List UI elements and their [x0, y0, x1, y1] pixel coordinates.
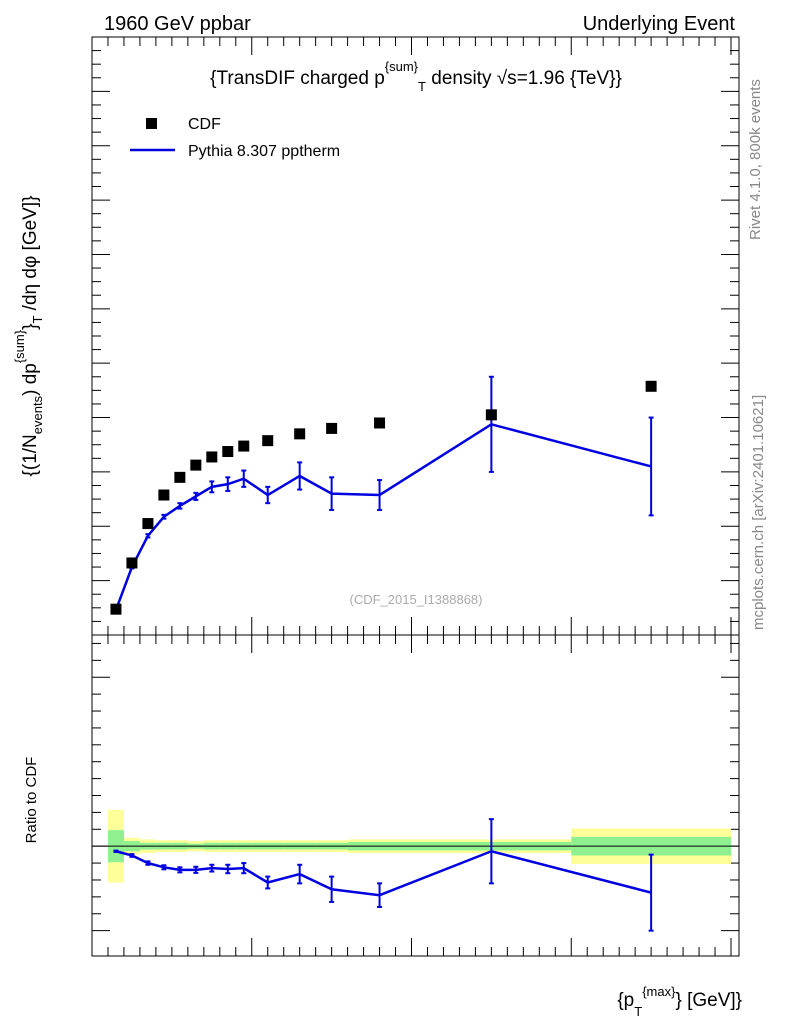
pythia-line [114, 422, 652, 611]
ratio-panel [91, 635, 739, 956]
legend-cdf-label: CDF [188, 116, 221, 133]
rivet-label: Rivet 4.1.0, 800k events [747, 79, 764, 240]
cdf-data-point [174, 471, 186, 483]
cdf-data-point [110, 603, 122, 615]
cdf-data-point [238, 440, 250, 452]
ratio-y-axis-label: Ratio to CDF [23, 757, 40, 844]
mcplots-label: mcplots.cern.ch [arXiv:2401.10621] [750, 395, 767, 630]
ratio-panel-frame [91, 634, 740, 957]
cdf-data-point [142, 518, 154, 530]
cdf-data-point [190, 459, 202, 471]
chart-title: {TransDIF charged p{sum}T density √s=1.9… [210, 59, 622, 94]
legend-pythia-label: Pythia 8.307 pptherm [188, 143, 340, 160]
x-axis-label: {pT{max}} [GeV]} [617, 984, 742, 1019]
cdf-data-point [326, 422, 338, 434]
header-right: Underlying Event [583, 13, 736, 35]
legend-cdf-marker [146, 118, 157, 129]
header-left: 1960 GeV ppbar [104, 13, 251, 35]
cdf-data-point [645, 380, 657, 392]
main-panel [91, 36, 739, 636]
cdf-data-point [374, 417, 386, 429]
cdf-data-point [294, 428, 306, 440]
cdf-data-point [158, 489, 170, 501]
cdf-data-point [126, 557, 138, 569]
cdf-data-point [222, 446, 234, 458]
cdf-data-point [485, 409, 497, 421]
analysis-watermark: (CDF_2015_I1388868) [350, 592, 483, 607]
cdf-data-point [262, 435, 274, 447]
main-y-axis-label: {(1/Nevents) dp{sum}}T /dη dφ [GeV]} [12, 196, 45, 477]
cdf-data-point [206, 451, 218, 463]
